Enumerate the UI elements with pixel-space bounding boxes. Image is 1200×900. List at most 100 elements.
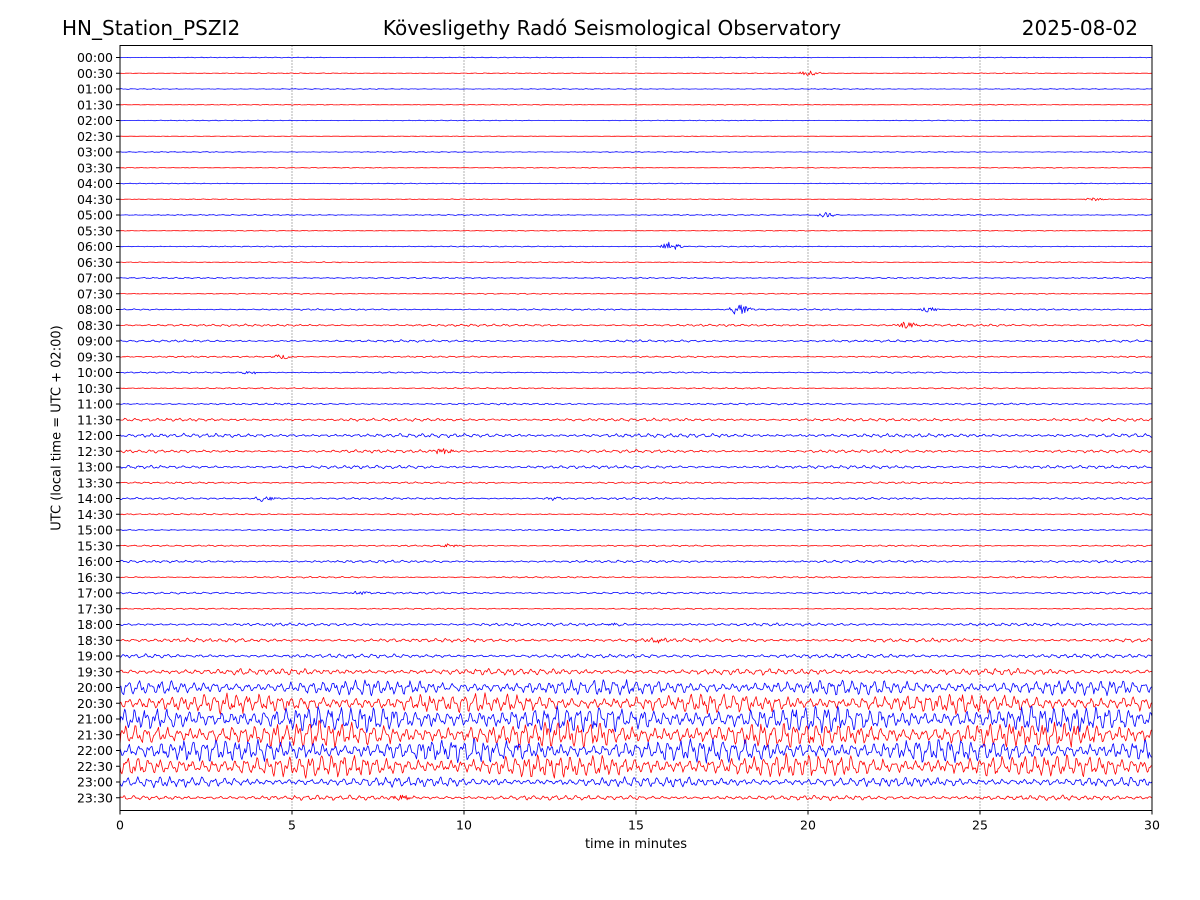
trace-2000 — [119, 679, 1153, 697]
x-axis-label: time in minutes — [584, 837, 688, 852]
trace-0130 — [120, 103, 1153, 106]
trace-0730 — [120, 292, 1153, 295]
y-tick-label: 17:30 — [77, 601, 113, 616]
y-tick-label: 11:00 — [77, 397, 113, 412]
x-tick-label: 0 — [116, 818, 124, 833]
y-tick-label: 12:30 — [77, 444, 113, 459]
y-tick-label: 04:00 — [77, 176, 113, 191]
trace-2200 — [119, 738, 1153, 764]
y-tick-label: 13:00 — [77, 460, 113, 475]
trace-0230 — [120, 135, 1152, 137]
trace-1430 — [119, 513, 1153, 516]
trace-1300 — [119, 464, 1153, 470]
plot-frame — [119, 45, 1153, 811]
trace-0030 — [120, 70, 1153, 76]
x-tick-label: 10 — [456, 818, 472, 833]
y-tick-label: 23:00 — [77, 775, 113, 790]
trace-1700 — [119, 590, 1153, 595]
trace-0900 — [119, 339, 1153, 343]
y-tick-label: 22:30 — [77, 759, 113, 774]
y-tick-label: 14:00 — [77, 491, 113, 506]
y-tick-label: 13:30 — [77, 475, 113, 490]
trace-2100 — [119, 705, 1153, 734]
trace-0300 — [119, 151, 1153, 153]
y-tick-label: 08:00 — [77, 302, 113, 317]
y-tick-label: 18:30 — [77, 633, 113, 648]
y-axis-label: UTC (local time = UTC + 02:00) — [49, 325, 65, 531]
trace-0600 — [119, 241, 1153, 250]
x-tick-label: 20 — [800, 818, 816, 833]
trace-0930 — [120, 354, 1153, 360]
y-tick-label: 08:30 — [77, 318, 113, 333]
y-tick-label: 01:00 — [77, 82, 113, 97]
trace-1230 — [119, 448, 1153, 455]
y-tick-label: 19:30 — [77, 664, 113, 679]
y-tick-label: 20:30 — [77, 696, 113, 711]
x-axis-ticks: 0 5 10 15 20 25 30 — [116, 810, 1160, 833]
trace-2300 — [119, 776, 1153, 789]
trace-1930 — [119, 667, 1153, 676]
x-tick-label: 25 — [972, 818, 988, 833]
y-tick-label: 15:00 — [77, 523, 113, 538]
y-tick-label: 07:00 — [77, 271, 113, 286]
y-tick-label: 02:30 — [77, 129, 113, 144]
trace-1000 — [119, 371, 1153, 375]
y-tick-label: 17:00 — [77, 586, 113, 601]
trace-0400 — [119, 182, 1152, 185]
y-tick-label: 06:30 — [77, 255, 113, 270]
trace-0200 — [119, 119, 1152, 122]
trace-1900 — [119, 653, 1153, 659]
trace-1500 — [119, 528, 1153, 532]
y-tick-label: 18:00 — [77, 617, 113, 632]
observatory-title: Kövesligethy Radó Seismological Observat… — [382, 16, 842, 40]
trace-0000 — [119, 56, 1153, 59]
y-tick-label: 22:00 — [77, 743, 113, 758]
y-tick-label: 21:30 — [77, 727, 113, 742]
trace-2230 — [119, 752, 1153, 779]
date-title: 2025-08-02 — [1021, 16, 1138, 40]
y-tick-label: 09:00 — [77, 334, 113, 349]
trace-0800 — [119, 304, 1153, 315]
y-tick-label: 00:30 — [77, 66, 113, 81]
trace-1800 — [119, 622, 1152, 627]
trace-0500 — [119, 212, 1153, 218]
trace-1130 — [119, 417, 1153, 422]
trace-1600 — [119, 559, 1153, 564]
y-tick-label: 03:30 — [77, 160, 113, 175]
trace-1200 — [119, 432, 1153, 438]
y-tick-label: 11:30 — [77, 412, 113, 427]
y-tick-label: 09:30 — [77, 349, 113, 364]
trace-0100 — [119, 88, 1153, 90]
y-tick-label: 21:00 — [77, 712, 113, 727]
y-tick-label: 10:00 — [77, 365, 113, 380]
x-tick-label: 5 — [288, 818, 296, 833]
trace-1630 — [119, 576, 1153, 579]
y-tick-label: 23:30 — [77, 790, 113, 805]
trace-1400 — [119, 496, 1153, 502]
trace-layer — [119, 56, 1153, 801]
trace-1330 — [119, 481, 1153, 485]
x-tick-label: 15 — [628, 818, 644, 833]
trace-1730 — [119, 607, 1153, 610]
y-tick-label: 04:30 — [77, 192, 113, 207]
trace-1830 — [119, 637, 1153, 644]
y-axis-ticks: 00:0000:3001:0001:3002:0002:3003:0003:30… — [77, 50, 120, 805]
y-tick-label: 02:00 — [77, 113, 113, 128]
grid-lines — [291, 45, 981, 811]
y-tick-label: 10:30 — [77, 381, 113, 396]
y-tick-label: 14:30 — [77, 507, 113, 522]
trace-2030 — [119, 692, 1153, 715]
y-tick-label: 06:00 — [77, 239, 113, 254]
trace-2330 — [119, 794, 1153, 801]
y-tick-label: 12:00 — [77, 428, 113, 443]
y-tick-label: 05:00 — [77, 208, 113, 223]
y-tick-label: 16:30 — [77, 570, 113, 585]
y-tick-label: 16:00 — [77, 554, 113, 569]
trace-0330 — [119, 166, 1153, 169]
trace-1030 — [119, 387, 1153, 390]
y-tick-label: 01:30 — [77, 97, 113, 112]
y-tick-label: 03:00 — [77, 145, 113, 160]
trace-1100 — [119, 402, 1153, 406]
trace-0430 — [119, 197, 1153, 202]
